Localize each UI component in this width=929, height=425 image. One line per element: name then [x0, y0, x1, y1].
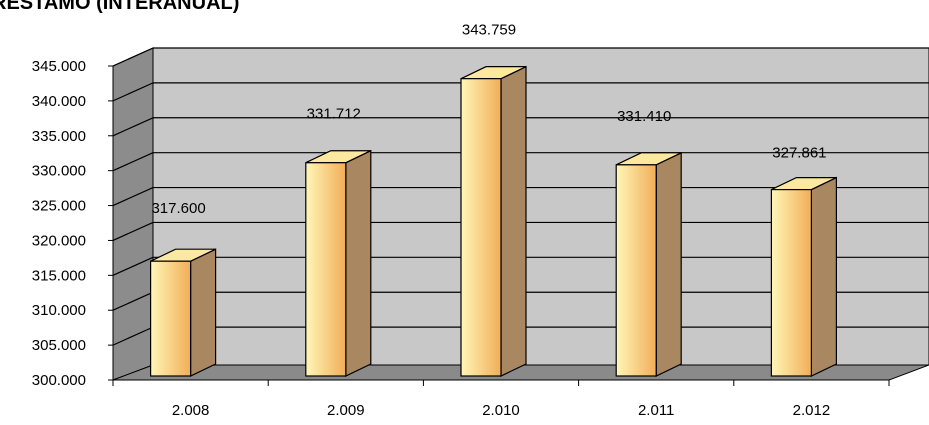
y-tick-label: 315.000	[32, 267, 86, 284]
bar-front	[150, 260, 192, 377]
bar	[305, 149, 372, 377]
bar-side	[345, 149, 372, 377]
gridline-side	[112, 82, 154, 102]
bar-side	[500, 65, 527, 377]
data-label: 331.410	[617, 108, 671, 125]
bar-front	[615, 164, 657, 377]
x-category-label: 2.010	[482, 402, 520, 419]
x-category-label: 2.008	[172, 402, 210, 419]
bar	[770, 176, 838, 377]
y-tick-label: 305.000	[32, 337, 86, 354]
y-tick-label: 335.000	[32, 128, 86, 145]
bar-side	[190, 248, 217, 377]
gridline-side	[112, 221, 154, 241]
x-category-label: 2.009	[327, 402, 365, 419]
y-tick-label: 325.000	[32, 198, 86, 215]
gridline-side	[112, 291, 154, 311]
y-tick-label: 300.000	[32, 372, 86, 389]
y-tick-label: 330.000	[32, 163, 86, 180]
data-label: 343.759	[462, 22, 516, 39]
y-tick-label: 345.000	[32, 58, 86, 75]
bar-front	[770, 188, 813, 377]
bar-front	[305, 162, 347, 377]
chart-title: RESTAMO (INTERANUAL)	[0, 0, 240, 14]
gridline-side	[112, 256, 154, 276]
gridline-side	[112, 187, 154, 207]
data-label: 327.861	[772, 145, 826, 162]
bar	[615, 151, 682, 377]
y-tick-label: 340.000	[32, 93, 86, 110]
bar-side	[810, 176, 838, 377]
y-tick-label: 310.000	[32, 302, 86, 319]
x-category-label: 2.012	[793, 402, 831, 419]
bar-front	[460, 78, 502, 377]
gridline-side	[112, 47, 154, 67]
data-label: 317.600	[151, 200, 205, 217]
data-label: 331.712	[307, 106, 361, 123]
bar	[150, 248, 217, 377]
bar-side	[655, 151, 682, 377]
y-tick-label: 320.000	[32, 232, 86, 249]
gridline-side	[112, 152, 154, 172]
x-category-label: 2.011	[638, 402, 674, 419]
gridline-side	[112, 117, 154, 137]
bar	[460, 65, 527, 377]
gridline-side	[112, 326, 154, 346]
